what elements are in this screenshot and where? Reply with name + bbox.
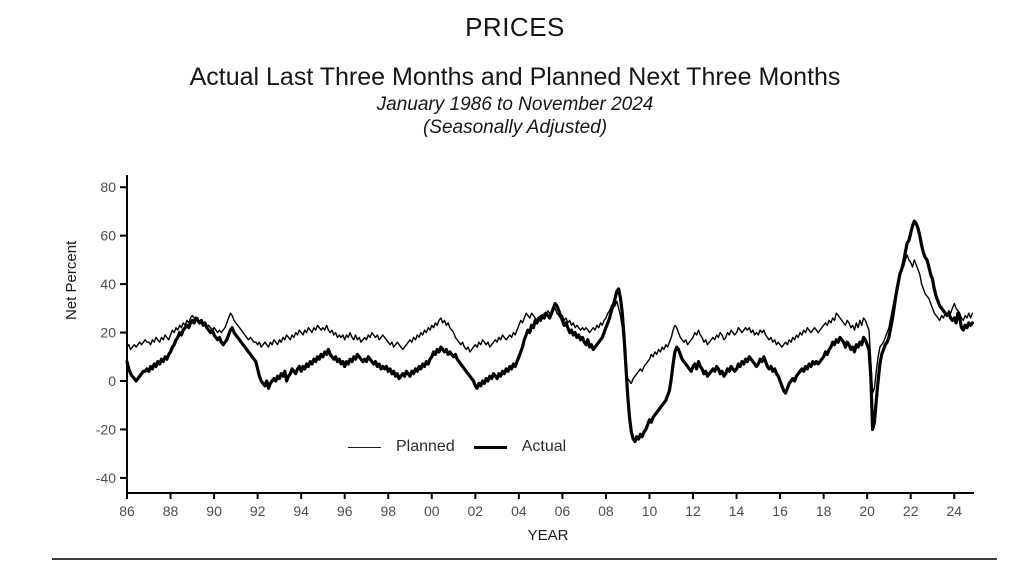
chart-legend: Planned Actual [348, 437, 575, 457]
legend-label-actual: Actual [521, 438, 567, 455]
y-tick-label: 40 [100, 276, 116, 292]
series-line-actual [125, 219, 975, 444]
x-tick-label: 18 [816, 503, 832, 519]
y-tick-label: 20 [100, 325, 116, 341]
chart-subtitle: Actual Last Three Months and Planned Nex… [189, 63, 841, 91]
chart-title: PRICES [465, 12, 565, 42]
chart-period-label: January 1986 to November 2024 [376, 94, 654, 115]
y-tick-label: 80 [100, 179, 116, 195]
y-tick-label: 0 [108, 373, 116, 389]
planned-line-swatch [348, 446, 381, 448]
x-tick-label: 00 [424, 503, 440, 519]
actual-line-swatch [473, 445, 507, 449]
x-tick-label: 86 [119, 503, 135, 519]
x-tick-label: 96 [337, 503, 353, 519]
chart-adjustment-note: (Seasonally Adjusted) [422, 117, 608, 138]
y-tick-label: -20 [96, 421, 116, 437]
x-tick-label: 12 [685, 503, 701, 519]
x-tick-label: 88 [163, 503, 179, 519]
x-tick-label: 02 [468, 503, 484, 519]
x-tick-label: 92 [250, 503, 266, 519]
x-tick-label: 08 [598, 503, 614, 519]
x-tick-label: 16 [772, 503, 788, 519]
x-tick-label: 94 [293, 503, 309, 519]
x-tick-label: 10 [642, 503, 658, 519]
x-tick-label: 06 [555, 503, 571, 519]
x-tick-label: 04 [511, 503, 527, 519]
x-axis-title: YEAR [527, 527, 569, 544]
x-tick-label: 14 [729, 503, 745, 519]
series-line-planned [126, 254, 974, 394]
y-tick-label: 60 [100, 228, 116, 244]
footer-divider [52, 558, 997, 560]
x-tick-label: 20 [859, 503, 875, 519]
x-tick-label: 24 [946, 503, 962, 519]
legend-label-planned: Planned [396, 438, 455, 455]
y-axis-title: Net Percent [63, 240, 80, 320]
y-tick-label: -40 [96, 470, 116, 486]
x-tick-label: 90 [206, 503, 222, 519]
x-tick-label: 22 [903, 503, 919, 519]
x-tick-label: 98 [380, 503, 396, 519]
chart-header: PRICES Actual Last Three Months and Plan… [4, 0, 1022, 139]
